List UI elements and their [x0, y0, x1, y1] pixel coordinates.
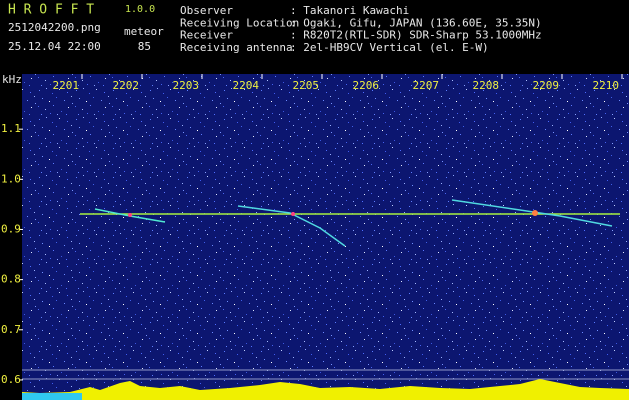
field-label: Receiving Location: [180, 16, 299, 29]
y-unit: kHz: [2, 73, 22, 86]
y-tick-label: 0.7: [1, 323, 21, 336]
field-value: : 2el-HB9CV Vertical (el. E-W): [290, 41, 489, 54]
app-name: H R O F F T: [8, 3, 94, 18]
x-tick-label: 2208: [472, 79, 499, 92]
y-tick-label: 0.8: [1, 273, 21, 286]
field-value: : Takanori Kawachi: [290, 4, 409, 17]
echo-peak: [532, 210, 538, 216]
x-tick-label: 2207: [412, 79, 439, 92]
meteor-echo: [451, 199, 613, 227]
x-tick-label: 2202: [112, 79, 139, 92]
y-axis-bg: [0, 74, 22, 400]
datetime: 25.12.04 22:00: [8, 40, 101, 53]
y-tick-label: 1.0: [1, 172, 21, 185]
file-name: 2512042200.png: [8, 21, 101, 34]
signal-level: [22, 379, 629, 400]
header-bg: [0, 0, 629, 74]
mode: meteor: [124, 25, 164, 38]
y-tick-label: 1.1: [1, 122, 21, 135]
x-tick-label: 2201: [52, 79, 79, 92]
field-value: : R820T2(RTL-SDR) SDR-Sharp 53.1000MHz: [290, 29, 542, 42]
spectrogram: [22, 74, 629, 400]
x-tick-label: 2203: [172, 79, 199, 92]
count: 85: [138, 40, 151, 53]
signal-level-low: [22, 393, 82, 400]
field-label: Receiver: [180, 29, 233, 42]
x-tick-label: 2209: [532, 79, 559, 92]
y-tick-label: 0.9: [1, 222, 21, 235]
x-tick-label: 2210: [592, 79, 619, 92]
meteor-echo: [237, 205, 346, 247]
echo-peak: [128, 213, 132, 217]
y-tick-label: 0.6: [1, 373, 21, 386]
app-version: 1.0.0: [125, 4, 155, 15]
axes: 2201 2202 2203 2204 2205 2206 2207 2208 2209 2210…: [1, 74, 623, 386]
x-tick-label: 2205: [292, 79, 319, 92]
x-tick-label: 2206: [352, 79, 379, 92]
echo-peak: [291, 212, 295, 216]
field-value: : Ogaki, Gifu, JAPAN (136.60E, 35.35N): [290, 16, 542, 29]
field-label: Observer: [180, 4, 233, 17]
meteor-echoes: [94, 199, 613, 247]
field-label: Receiving antenna: [180, 41, 293, 54]
x-tick-label: 2204: [232, 79, 259, 92]
